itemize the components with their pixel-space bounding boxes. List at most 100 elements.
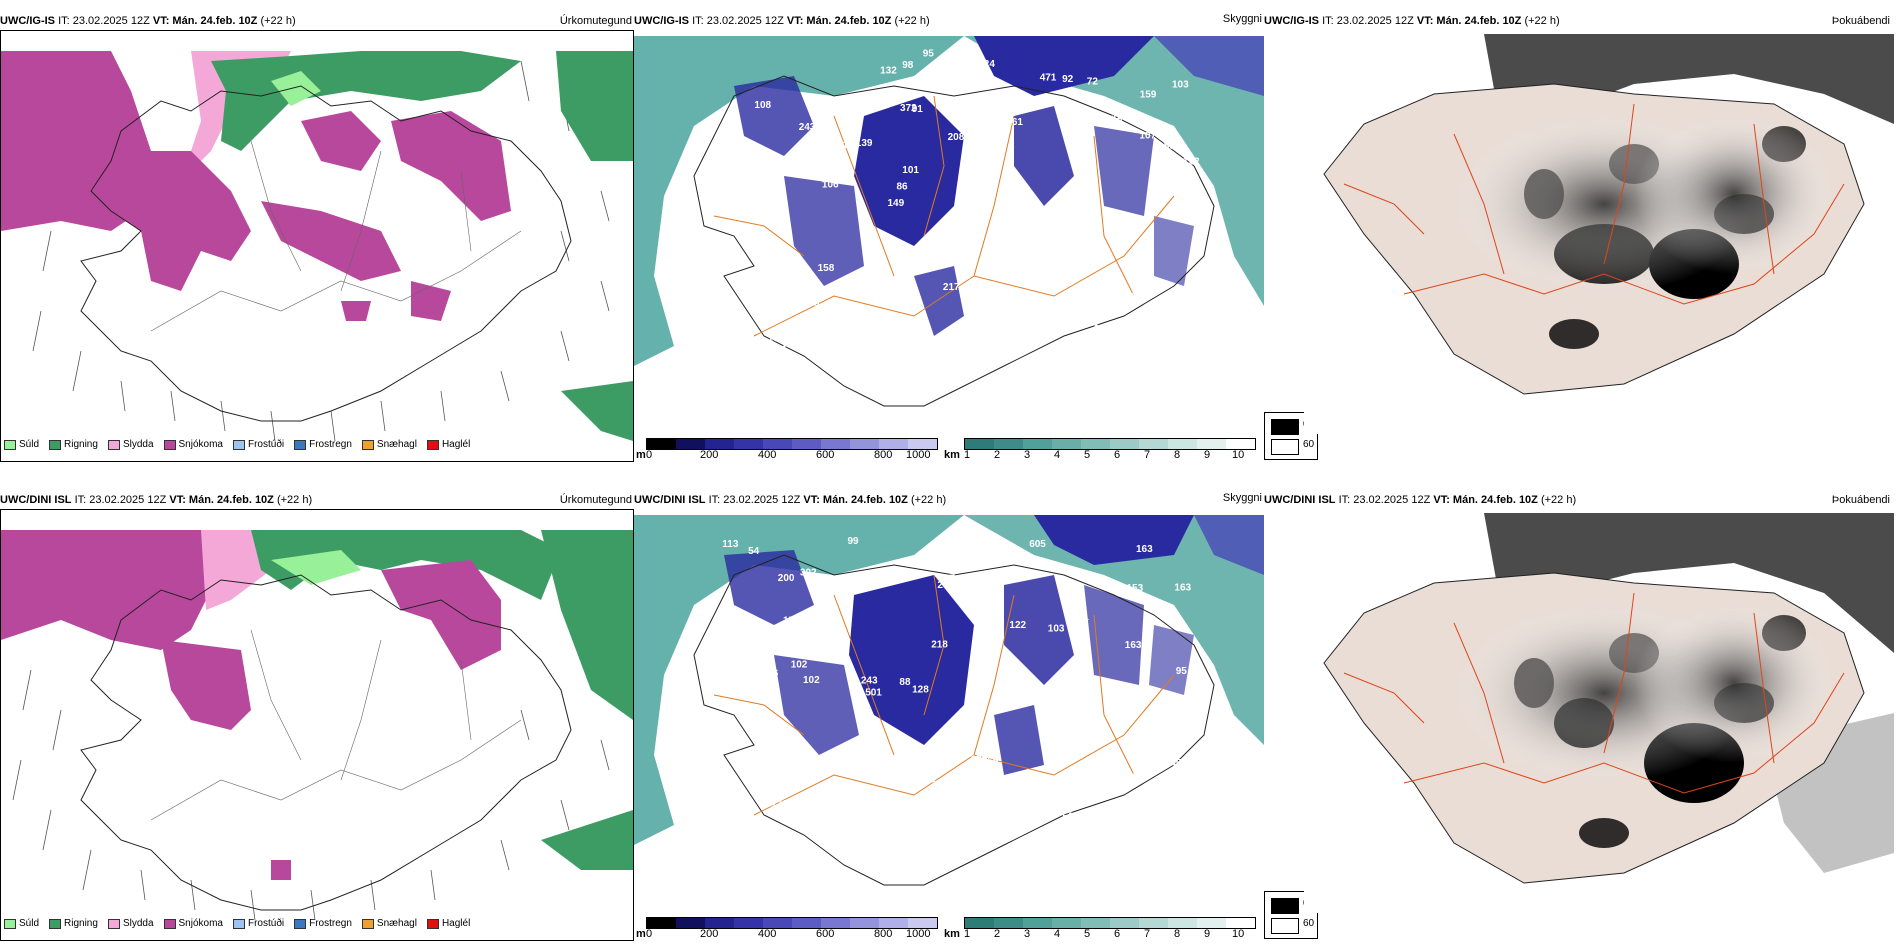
visibility-value-label: 133	[931, 779, 948, 790]
legend-item: Slydda	[107, 439, 154, 450]
visibility-map[interactable]: 119 245 96 132 223 103 502 64 302 159 102 243 605 179…	[634, 515, 1264, 915]
colorbar-segment	[1197, 439, 1226, 449]
precip-areas	[1, 51, 633, 441]
colorbar-segment	[850, 918, 879, 928]
visibility-value-label: 153	[763, 265, 780, 276]
colorbar-m	[646, 438, 938, 450]
visibility-value-label: 302	[800, 568, 817, 579]
tick-label: 800	[874, 449, 893, 461]
visibility-value-label: 128	[912, 685, 929, 696]
legend-swatch	[163, 439, 176, 450]
valid-time-label: VT:	[786, 15, 804, 27]
panel-title: Þokuábendi	[1831, 494, 1890, 506]
legend-swatch	[294, 918, 307, 929]
panel-header: UWC/DINI ISL IT: 23.02.2025 12Z VT: Mán.…	[634, 492, 1264, 509]
visibility-value-label: 176	[771, 799, 788, 810]
panel-header: UWC/IG-IS IT: 23.02.2025 12Z VT: Mán. 24…	[0, 14, 634, 30]
legend-label: Frostúði	[247, 439, 285, 450]
visibility-value-label: 37	[944, 573, 956, 584]
visibility-value-label: 159	[1140, 90, 1157, 101]
panel-title: Úrkomutegund	[559, 15, 632, 27]
precip-map[interactable]	[0, 509, 634, 941]
colorbar-segment	[1110, 439, 1139, 449]
panel-title: Skyggni	[1222, 13, 1262, 25]
visibility-colorbar-km: km 1 2 3 4 5 6 7 8 9 10	[944, 917, 1259, 943]
tick-label: 1000	[906, 449, 931, 461]
colorbar-km-ticks: km 1 2 3 4 5 6 7 8 9 10	[944, 449, 1259, 463]
colorbar-km	[964, 438, 1256, 450]
visibility-value-label: 208	[948, 132, 965, 143]
panel-precip-top: UWC/IG-IS IT: 23.02.2025 12Z VT: Mán. 24…	[0, 14, 634, 464]
visibility-value-label: 118	[1047, 229, 1064, 240]
visibility-value-label: 138	[803, 298, 820, 309]
colorbar-segment	[994, 439, 1023, 449]
fog-map[interactable]	[1304, 34, 1894, 434]
visibility-value-label: 92	[1062, 74, 1074, 85]
colorbar-segment	[647, 439, 676, 449]
visibility-value-label: 95	[923, 49, 935, 60]
model-name: UWC/IG-IS	[0, 15, 55, 27]
visibility-value-label: 81	[897, 285, 909, 296]
legend-swatch	[232, 439, 245, 450]
visibility-value-label: 155	[858, 723, 875, 734]
visibility-value-label: 471	[1040, 73, 1057, 84]
tick-label: 2	[994, 928, 1001, 940]
visibility-value-label: 502	[1062, 811, 1079, 822]
visibility-value-label: 101	[1157, 710, 1174, 721]
legend-item: Súld	[4, 918, 39, 929]
fog-legend-white	[1271, 918, 1299, 934]
roads	[150, 140, 522, 332]
fog-map[interactable]	[1304, 513, 1894, 913]
visibility-value-label: 116	[816, 320, 833, 331]
iceland-coastline	[1323, 83, 1865, 395]
roads	[713, 95, 1175, 337]
legend-label: Frostregn	[309, 439, 352, 450]
visibility-value-label: 217	[943, 282, 960, 293]
legend-label: Frostregn	[309, 918, 352, 929]
roads	[150, 629, 522, 821]
visibility-value-label: 114	[843, 140, 860, 151]
colorbar-segment	[908, 918, 937, 928]
visibility-value-label: 106	[762, 669, 779, 680]
visibility-value-label: 119	[1130, 772, 1147, 783]
panel-title: Skyggni	[1222, 492, 1262, 504]
colorbar-segment	[1226, 439, 1255, 449]
colorbar-segment	[965, 439, 994, 449]
init-time: IT: 23.02.2025 12Z	[708, 494, 801, 506]
tick-label: 1	[964, 449, 971, 461]
visibility-value-label: 223	[1044, 761, 1061, 772]
visibility-value-label: 226	[905, 295, 922, 306]
visibility-value-label: 258	[771, 329, 788, 340]
tick-label: 10	[1232, 449, 1245, 461]
colorbar-segment	[1168, 918, 1197, 928]
tick-label: 10	[1232, 928, 1245, 940]
visibility-value-label: 103	[768, 333, 785, 344]
visibility-value-label: 98	[902, 60, 914, 71]
visibility-value-label: 200	[778, 573, 795, 584]
precip-map[interactable]	[0, 30, 634, 462]
model-name: UWC/DINI ISL	[0, 494, 72, 506]
panel-precip-bottom: UWC/DINI ISL IT: 23.02.2025 12Z VT: Mán.…	[0, 493, 634, 943]
panel-header: UWC/DINI ISL IT: 23.02.2025 12Z VT: Mán.…	[1264, 493, 1900, 509]
legend-swatch	[426, 918, 439, 929]
visibility-value-label: 257	[747, 166, 764, 177]
tick-label: 6	[1114, 449, 1121, 461]
tick-label: 0	[646, 449, 653, 461]
visibility-value-label: 99	[974, 154, 986, 165]
tick-label: 400	[758, 449, 777, 461]
valid-time: Mán. 24.feb. 10Z	[188, 494, 274, 506]
visibility-colorbar-km: km 1 2 3 4 5 6 7 8 9 10	[944, 438, 1259, 464]
visibility-map[interactable]: 349 257 159 149 261 258 372 208 153 139 141 138 91 99…	[634, 36, 1264, 436]
visibility-value-label: 113	[722, 539, 739, 550]
visibility-value-label: 76	[966, 165, 978, 176]
fog-legend: 0 60	[1264, 891, 1318, 939]
colorbar-segment	[908, 439, 937, 449]
lead-time: (+22 h)	[1524, 15, 1560, 27]
legend-swatch	[107, 918, 120, 929]
panel-visibility-bottom: UWC/DINI ISL IT: 23.02.2025 12Z VT: Mán.…	[634, 492, 1264, 943]
tick-label: 600	[816, 928, 835, 940]
colorbar-segment	[879, 439, 908, 449]
valid-time: Mán. 24.feb. 10Z	[822, 494, 908, 506]
visibility-value-label: 151	[1072, 612, 1089, 623]
tick-label: 0	[646, 928, 653, 940]
